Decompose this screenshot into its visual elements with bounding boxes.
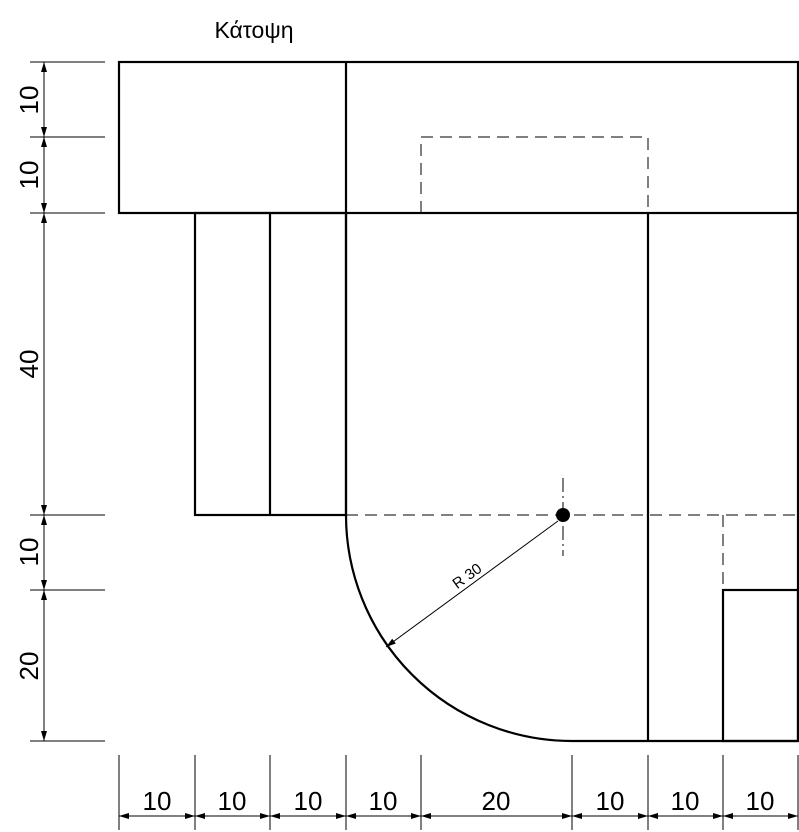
fillet-arc [344,514,573,743]
dim-bottom-5: 20 [482,786,511,816]
small-block [721,588,799,743]
object-outline [117,60,799,743]
dim-bottom-4: 10 [369,786,398,816]
dim-left-3: 40 [14,350,44,379]
dim-left-4: 10 [14,538,44,567]
dim-bottom-2: 10 [218,786,247,816]
dim-bottom-3: 10 [294,786,323,816]
dim-bottom-7: 10 [671,786,700,816]
hidden-lines [346,136,798,590]
view-title: Κάτοψη [214,17,293,43]
bottom-dimensions: 10 10 10 10 20 10 10 10 [118,755,799,830]
radius-leader [385,520,559,648]
top-band [117,60,799,215]
dim-left-2: 10 [14,161,44,190]
dim-bottom-1: 10 [143,786,172,816]
dim-bottom-6: 10 [596,786,625,816]
arc-center-point [556,508,570,522]
hidden-recess [420,136,649,213]
dim-left-5: 20 [14,652,44,681]
left-dimensions: 10 10 40 10 20 [14,61,105,742]
dim-left-1: 10 [14,86,44,115]
dim-bottom-8: 10 [746,786,775,816]
